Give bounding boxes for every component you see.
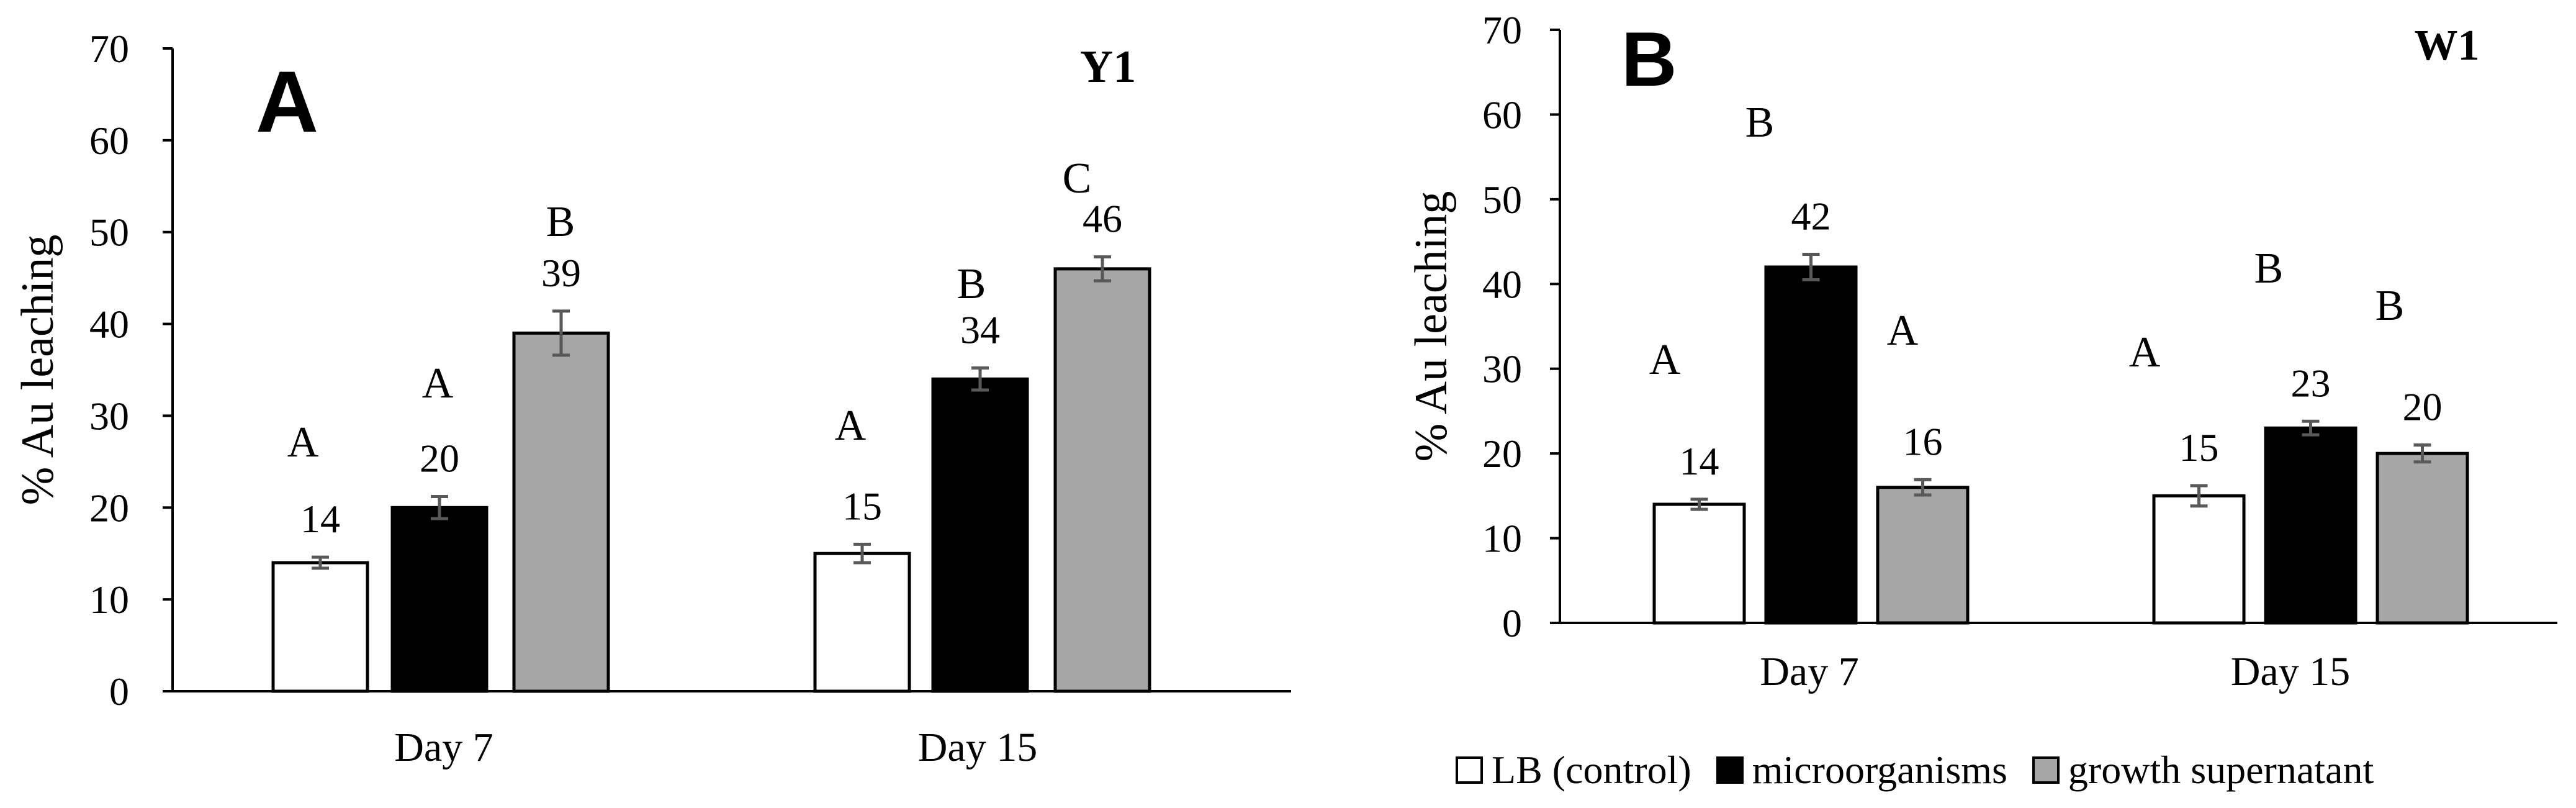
panel-a-bar-control-1 (271, 561, 369, 693)
panel-a-y-tick-label: 60 (89, 119, 129, 163)
panel-a-chart-title: Y1 (1080, 42, 1136, 93)
panel-b-data-label: 42 (1791, 194, 1831, 238)
legend-item-microorganisms: microorganisms (1716, 747, 2007, 793)
panel-b-bar-control-2 (2152, 494, 2246, 625)
panel-b-y-tick-label: 60 (1482, 93, 1522, 137)
panel-b-bar-control-1 (1652, 502, 1746, 625)
panel-b-x-category-label: Day 15 (2231, 649, 2350, 694)
panel-b-bar-microorganisms-1 (1764, 265, 1858, 625)
panel-b-data-label: 23 (2291, 361, 2331, 405)
panel-a-data-label: 15 (842, 484, 882, 528)
panel-a-data-label: 39 (541, 251, 581, 295)
panel-b-bar-microorganisms-2 (2264, 426, 2358, 625)
panel-a-y-tick-label: 40 (89, 302, 129, 347)
panel-a-significance-letter: A (422, 360, 454, 407)
legend: LB (control) microorganisms growth super… (1456, 742, 2374, 798)
panel-b-chart-title: W1 (2415, 22, 2480, 70)
panel-a-y-tick-label: 50 (89, 211, 129, 255)
legend-item-supernatant: growth supernatant (2032, 747, 2374, 793)
panel-b-y-tick-label: 70 (1482, 8, 1522, 52)
panel-a-bar-microorganisms-2 (931, 377, 1029, 693)
legend-label-control: LB (control) (1492, 748, 1691, 792)
panel-b-significance-letter: B (2376, 282, 2405, 330)
legend-swatch-supernatant (2032, 756, 2060, 784)
panel-b-significance-letter: A (1649, 336, 1681, 384)
panel-a-data-label: 34 (960, 308, 1000, 352)
panel-a-bar-microorganisms-1 (390, 506, 489, 693)
panel-b-y-axis-label: % Au leaching (1406, 191, 1457, 462)
panel-b-data-label: 14 (1680, 439, 1719, 483)
panel-b-x-category-label: Day 7 (1760, 649, 1858, 694)
panel-b-y-tick-label: 20 (1482, 432, 1522, 476)
legend-label-microorganisms: microorganisms (1752, 748, 2007, 792)
panel-a-y-tick-label: 0 (109, 670, 129, 714)
panel-b-data-label: 20 (2403, 385, 2443, 429)
panel-a-y-tick-label: 70 (89, 27, 129, 71)
legend-swatch-control (1456, 756, 1483, 784)
panel-b-y-tick-label: 30 (1482, 347, 1522, 391)
panel-b-y-tick-label: 40 (1482, 262, 1522, 306)
panel-a-y-tick-label: 10 (89, 578, 129, 622)
panel-b-significance-letter: B (1745, 99, 1775, 147)
legend-swatch-microorganisms (1716, 756, 1744, 784)
panel-a-x-category-label: Day 7 (394, 725, 493, 770)
legend-label-supernatant: growth supernatant (2068, 748, 2374, 792)
panel-a-bar-supernatant-2 (1053, 267, 1151, 693)
panel-a-significance-letter: B (546, 198, 575, 246)
panel-a-data-label: 20 (420, 437, 459, 481)
panel-b-significance-letter: A (2129, 329, 2161, 376)
panel-b-bar-supernatant-2 (2376, 452, 2469, 625)
panel-b-significance-letter: B (2254, 245, 2284, 293)
panel-b-data-label: 16 (1903, 419, 1943, 463)
panel-a-y-tick-label: 30 (89, 394, 129, 438)
panel-a-significance-letter: C (1063, 155, 1092, 202)
panel-a-significance-letter: B (957, 260, 986, 308)
panel-a-y-axis-label: % Au leaching (12, 235, 63, 506)
panel-a-panel-letter: A (256, 53, 318, 150)
panel-a-bar-supernatant-1 (512, 331, 610, 693)
panel-b-y-tick-label: 10 (1482, 517, 1522, 561)
panel-b-significance-letter: A (1887, 307, 1919, 355)
panel-b-data-label: 15 (2179, 425, 2219, 470)
panel-b-panel-letter: B (1621, 17, 1677, 102)
panel-a-x-category-label: Day 15 (918, 725, 1037, 770)
panel-a-significance-letter: A (287, 419, 319, 466)
panel-a-data-label: 14 (300, 497, 340, 541)
panel-a-significance-letter: A (835, 402, 867, 450)
panel-b-y-tick-label: 50 (1482, 178, 1522, 222)
panel-b-bar-supernatant-1 (1876, 486, 1970, 625)
panel-b-y-tick-label: 0 (1502, 601, 1522, 645)
panel-a-bar-control-2 (813, 552, 911, 693)
panel-a-data-label: 46 (1083, 197, 1122, 241)
legend-item-control: LB (control) (1456, 747, 1691, 793)
panel-a-y-tick-label: 20 (89, 486, 129, 530)
